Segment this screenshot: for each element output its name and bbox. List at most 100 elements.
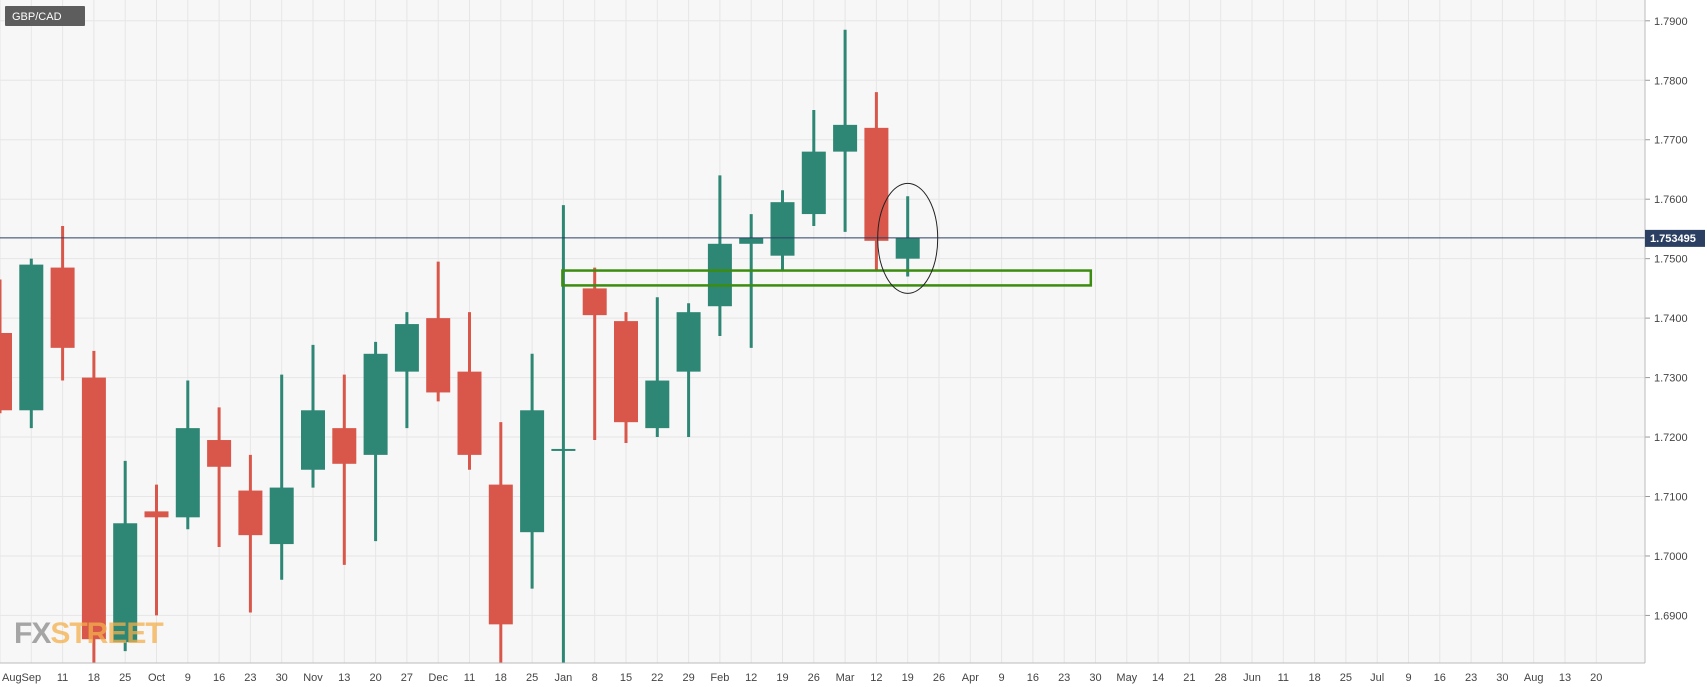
x-tick-label: Jan	[555, 672, 573, 684]
x-tick-label: 29	[682, 672, 694, 684]
x-tick-label: 13	[1559, 672, 1571, 684]
candle-body	[864, 127, 889, 241]
candle-bearish	[238, 454, 263, 613]
candle-body	[426, 318, 451, 393]
candle-bullish	[175, 380, 200, 530]
y-tick-label: 1.6900	[1654, 610, 1688, 622]
x-tick-label: 26	[933, 672, 945, 684]
y-tick-label: 1.7100	[1654, 492, 1688, 504]
x-tick-label: 23	[1058, 672, 1070, 684]
x-tick-label: 18	[495, 672, 507, 684]
candle-bullish	[895, 196, 920, 277]
x-tick-label: 12	[870, 672, 882, 684]
candle-bullish	[19, 258, 44, 429]
x-tick-label: Aug	[1524, 672, 1544, 684]
x-tick-label: Mar	[836, 672, 855, 684]
x-tick-label: 19	[776, 672, 788, 684]
symbol-label: GBP/CAD	[12, 11, 62, 23]
current-price-label: 1.753495	[1650, 233, 1696, 245]
x-tick-label: 23	[244, 672, 256, 684]
x-tick-label: 14	[1152, 672, 1164, 684]
y-tick-label: 1.7900	[1654, 16, 1688, 28]
x-tick-label: Jun	[1243, 672, 1261, 684]
candle-bearish	[207, 407, 232, 548]
candle-bearish	[614, 312, 638, 443]
candle-body	[770, 202, 795, 256]
candle-body	[582, 288, 607, 316]
x-tick-label: 30	[1496, 672, 1508, 684]
svg-text:FXSTREET: FXSTREET	[14, 617, 163, 650]
x-tick-label: Aug	[2, 672, 22, 684]
annotations	[0, 182, 1645, 294]
candle-bullish	[363, 341, 388, 542]
candle-bearish	[457, 312, 482, 470]
candle-body	[0, 332, 12, 411]
candle-bullish	[269, 374, 294, 580]
candle-body	[801, 151, 826, 215]
candle-body	[833, 124, 858, 152]
candle-bullish	[739, 214, 764, 348]
candle-bearish	[864, 92, 889, 271]
x-tick-label: 13	[338, 672, 350, 684]
x-tick-label: 23	[1465, 672, 1477, 684]
candle-bearish	[50, 225, 75, 381]
x-tick-label: 22	[651, 672, 663, 684]
candle-body	[301, 410, 325, 470]
y-tick-label: 1.7500	[1654, 254, 1688, 266]
candle-body	[394, 324, 419, 372]
x-tick-label: Feb	[710, 672, 729, 684]
x-tick-label: 28	[1215, 672, 1227, 684]
y-tick-label: 1.7300	[1654, 373, 1688, 385]
x-tick-label: 11	[464, 672, 475, 684]
candle-bullish	[833, 29, 858, 232]
x-tick-label: 27	[401, 672, 413, 684]
candle-bearish	[81, 350, 106, 663]
symbol-badge: GBP/CAD	[5, 6, 85, 26]
x-tick-label: May	[1116, 672, 1137, 684]
x-tick-label: 19	[902, 672, 914, 684]
x-tick-label: 16	[213, 672, 225, 684]
candle-bearish	[582, 267, 607, 441]
logo-part-fx: FX	[14, 617, 51, 650]
x-tick-label: 18	[88, 672, 100, 684]
candle-body	[739, 237, 764, 244]
candle-body	[19, 264, 44, 411]
x-tick-label: 25	[1340, 672, 1352, 684]
x-tick-label: Nov	[303, 672, 323, 684]
candle-body	[50, 267, 75, 348]
support-zone-box	[561, 269, 1093, 287]
x-axis: Aug Sep 11 18 25 Oct 9 16 23 30 Nov 13 20 27 Dec 11 18 25…	[0, 662, 1645, 684]
current-price-badge: 1.753495	[1645, 229, 1705, 247]
candle-body	[207, 440, 232, 467]
candle-body	[676, 312, 701, 372]
candle-bullish	[520, 353, 545, 589]
candle-body	[113, 523, 138, 643]
candle-bearish	[144, 484, 169, 616]
y-tick-label: 1.7600	[1654, 194, 1688, 206]
x-tick-label: 12	[745, 672, 757, 684]
x-tick-label: 26	[808, 672, 820, 684]
x-tick-label: 9	[1405, 672, 1411, 684]
candle-bullish	[676, 303, 701, 438]
candle-bullish	[394, 312, 419, 429]
candles	[0, 29, 920, 663]
candle-body	[520, 410, 545, 533]
y-tick-label: 1.7000	[1654, 551, 1688, 563]
y-tick-label: 1.7800	[1654, 75, 1688, 87]
candle-body	[895, 237, 920, 259]
x-tick-label: 25	[526, 672, 538, 684]
candle-body	[332, 428, 357, 464]
candle-bullish	[301, 344, 325, 488]
x-tick-label: 16	[1434, 672, 1446, 684]
candle-body	[645, 380, 670, 429]
x-tick-label: 30	[1089, 672, 1101, 684]
x-tick-label: Jul	[1370, 672, 1384, 684]
fxstreet-logo: FXSTREET	[14, 617, 164, 650]
x-tick-label: 30	[276, 672, 288, 684]
x-tick-label: 8	[592, 672, 598, 684]
x-tick-label: 21	[1183, 672, 1195, 684]
x-tick-label: Apr	[962, 672, 979, 684]
candle-body	[269, 487, 294, 545]
plot-background	[0, 0, 1645, 663]
